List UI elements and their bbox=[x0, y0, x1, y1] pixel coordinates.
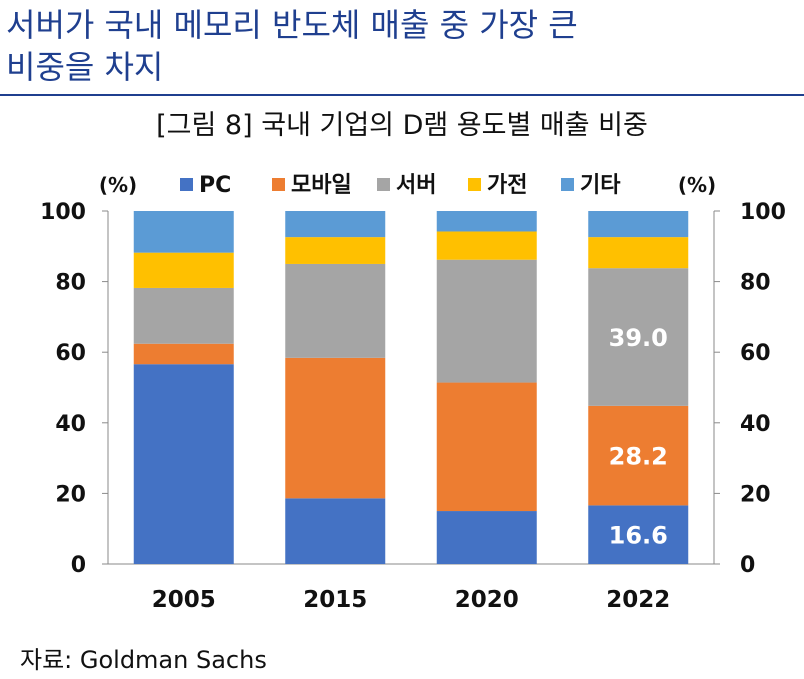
right-tick-label-0: 0 bbox=[740, 553, 755, 578]
x-tick-label-2015: 2015 bbox=[303, 587, 367, 613]
bar-2005-0 bbox=[133, 364, 234, 564]
bar-2020-2 bbox=[436, 259, 537, 383]
bar-2020-0 bbox=[436, 511, 537, 564]
headline: 서버가 국내 메모리 반도체 매출 중 가장 큰 비중을 차지 bbox=[6, 4, 796, 88]
data-label-0: 16.6 bbox=[609, 522, 668, 550]
bar-2015-3 bbox=[285, 237, 386, 264]
headline-line-2: 비중을 차지 bbox=[6, 48, 164, 86]
legend-swatch-0 bbox=[180, 178, 193, 191]
bar-2022-0 bbox=[588, 505, 689, 564]
bar-2020-3 bbox=[436, 231, 537, 260]
legend-swatch-1 bbox=[272, 178, 285, 191]
legend-label-4: 기타 bbox=[580, 173, 621, 198]
bar-2005-1 bbox=[133, 343, 234, 365]
right-tick-label-4: 80 bbox=[740, 271, 771, 296]
headline-line-1: 서버가 국내 메모리 반도체 매출 중 가장 큰 bbox=[6, 6, 578, 44]
x-tick-label-2020: 2020 bbox=[455, 587, 519, 613]
bar-2022-3 bbox=[588, 237, 689, 269]
data-label-1: 28.2 bbox=[609, 443, 668, 471]
bar-2015-1 bbox=[285, 357, 386, 499]
legend-label-3: 가전 bbox=[487, 173, 527, 198]
bar-2015-0 bbox=[285, 498, 386, 564]
right-tick-label-3: 60 bbox=[740, 341, 771, 366]
left-tick-label-3: 60 bbox=[55, 341, 86, 366]
legend-label-1: 모바일 bbox=[291, 173, 352, 198]
data-label-2: 39.0 bbox=[609, 324, 668, 352]
stacked-bar-chart: [그림 8] 국내 기업의 D램 용도별 매출 비중 (%) (%) PC 모바일 서버 가… bbox=[40, 110, 786, 613]
bar-2022-2 bbox=[588, 268, 689, 406]
source-note: 자료: Goldman Sachs bbox=[20, 646, 267, 674]
bar-2015-4 bbox=[285, 211, 386, 238]
bar-2020-4 bbox=[436, 211, 537, 232]
legend-label-2: 서버 bbox=[396, 173, 436, 198]
x-tick-label-2005: 2005 bbox=[152, 587, 216, 613]
bar-2015-2 bbox=[285, 263, 386, 358]
headline-divider bbox=[0, 94, 804, 96]
left-tick-label-1: 20 bbox=[55, 482, 86, 507]
right-tick-label-1: 20 bbox=[740, 482, 771, 507]
right-tick-label-5: 100 bbox=[740, 200, 786, 225]
right-tick-label-2: 40 bbox=[740, 412, 771, 437]
left-tick-label-2: 40 bbox=[55, 412, 86, 437]
bar-2005-2 bbox=[133, 287, 234, 344]
legend-swatch-4 bbox=[561, 178, 574, 191]
left-tick-label-4: 80 bbox=[55, 271, 86, 296]
legend-swatch-3 bbox=[468, 178, 481, 191]
right-axis-unit: (%) bbox=[678, 173, 716, 197]
bar-2005-3 bbox=[133, 252, 234, 288]
left-tick-label-0: 0 bbox=[71, 553, 86, 578]
left-tick-label-5: 100 bbox=[40, 200, 86, 225]
legend-swatch-2 bbox=[377, 178, 390, 191]
bar-2020-1 bbox=[436, 382, 537, 512]
bar-2005-4 bbox=[133, 211, 234, 253]
bar-2022-4 bbox=[588, 211, 689, 238]
chart-title: [그림 8] 국내 기업의 D램 용도별 매출 비중 bbox=[156, 110, 648, 141]
legend-label-0: PC bbox=[199, 173, 231, 198]
x-tick-label-2022: 2022 bbox=[606, 587, 670, 613]
bar-2022-1 bbox=[588, 405, 689, 506]
left-axis-unit: (%) bbox=[99, 173, 137, 197]
